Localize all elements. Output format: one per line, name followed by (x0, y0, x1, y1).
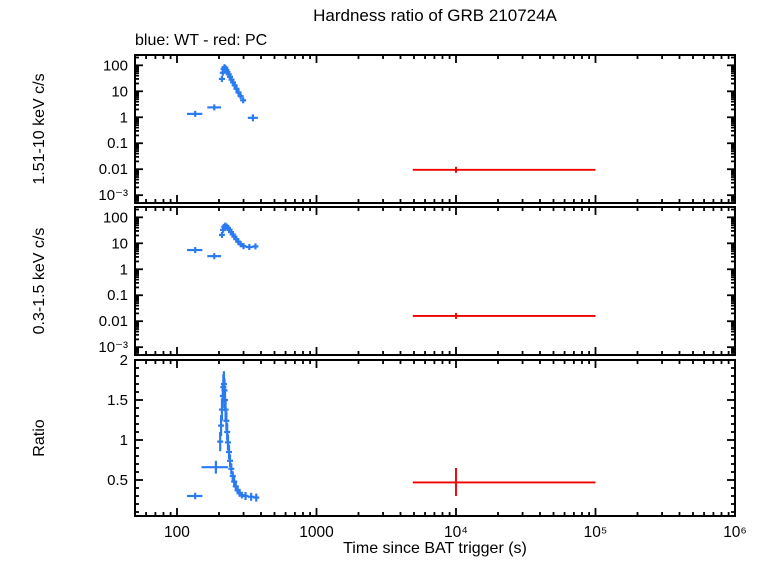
chart-title: Hardness ratio of GRB 210724A (313, 6, 557, 25)
y-tick-label: 0.5 (107, 472, 128, 489)
y-tick-label: 1 (120, 432, 128, 449)
y-tick-label: 10⁻³ (98, 339, 128, 356)
x-tick-label: 10⁶ (723, 524, 747, 541)
y-tick-label: 100 (103, 57, 128, 74)
y-tick-label: 1 (120, 261, 128, 278)
series-pc (412, 166, 596, 173)
chart-legend: blue: WT - red: PC (135, 32, 268, 49)
x-tick-label: 10⁵ (584, 524, 608, 541)
y-tick-label: 0.01 (99, 313, 128, 330)
y-tick-label: 0.1 (107, 135, 128, 152)
y-tick-label: 1 (120, 109, 128, 126)
panel-soft: 100 10 1 0.1 0.01 10⁻³ (98, 206, 736, 356)
y-tick-label: 10⁻³ (98, 187, 128, 204)
x-tick-label: 10⁴ (444, 524, 468, 541)
y-tick-label: 100 (103, 209, 128, 226)
panel-hard: 100 10 1 0.1 0.01 10⁻³ (98, 54, 736, 204)
series-pc (412, 312, 596, 319)
y-tick-label: 1.5 (107, 392, 128, 409)
series-wt (187, 222, 259, 260)
y-tick-label: 2 (120, 352, 128, 369)
series-wt (187, 64, 258, 122)
x-tick-label: 1000 (299, 524, 334, 541)
y-tick-label: 10 (111, 83, 128, 100)
y-tick-label: 10 (111, 235, 128, 252)
series-pc (412, 468, 596, 496)
y-axis-label-ratio: Ratio (31, 419, 48, 457)
x-tick-label: 100 (164, 524, 190, 541)
x-axis-label: Time since BAT trigger (s) (343, 540, 527, 557)
panel-ratio: 2 1.5 1 0.5 (107, 352, 736, 517)
y-tick-label: 0.1 (107, 287, 128, 304)
y-tick-label: 0.01 (99, 161, 128, 178)
series-wt (187, 371, 260, 502)
